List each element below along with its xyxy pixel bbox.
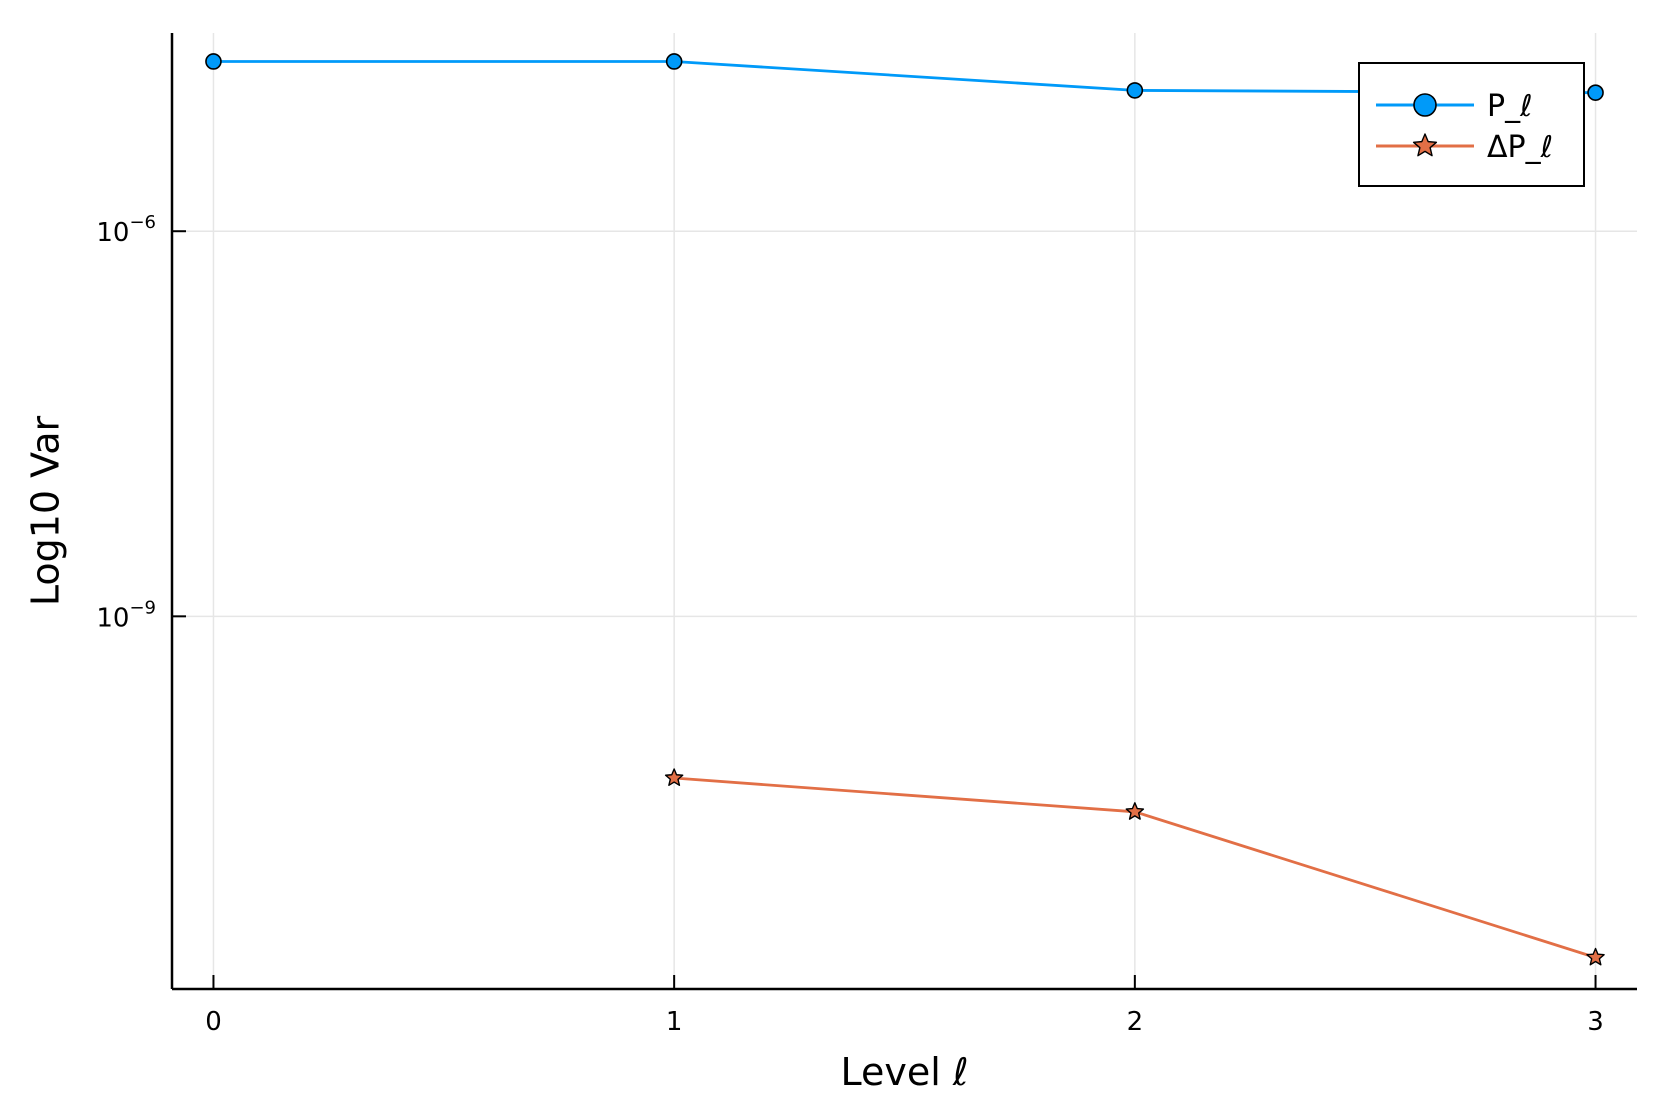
data-point — [664, 768, 684, 787]
y-tick-label: 10−6 — [96, 212, 156, 248]
series-layer — [205, 53, 1605, 966]
data-point — [205, 53, 222, 70]
y-tick-label: 10−9 — [96, 597, 156, 633]
data-point — [1586, 947, 1605, 966]
data-point — [1126, 82, 1144, 99]
grid — [172, 33, 1637, 989]
data-point — [1125, 802, 1145, 820]
x-tick-label: 1 — [666, 1007, 683, 1037]
legend-box — [1358, 62, 1585, 187]
ticks: 0 1 2 3 10−6 10−9 — [96, 212, 1603, 1037]
series-1 — [664, 768, 1605, 966]
legend-marker — [1413, 93, 1437, 117]
x-tick-label: 2 — [1127, 1007, 1144, 1037]
x-axis-title: Level ℓ — [840, 1050, 968, 1094]
y-axis-title: Log10 Var — [23, 415, 67, 606]
legend-label: ΔP_ℓ — [1487, 130, 1553, 165]
axes — [170, 33, 1637, 991]
legend: P_ℓ ΔP_ℓ — [1358, 62, 1585, 187]
x-tick-label: 0 — [205, 1007, 222, 1037]
data-point — [665, 53, 683, 70]
data-point — [1587, 84, 1604, 101]
legend-label: P_ℓ — [1487, 89, 1532, 124]
legend-marker — [1412, 133, 1438, 157]
x-tick-label: 3 — [1587, 1007, 1604, 1037]
